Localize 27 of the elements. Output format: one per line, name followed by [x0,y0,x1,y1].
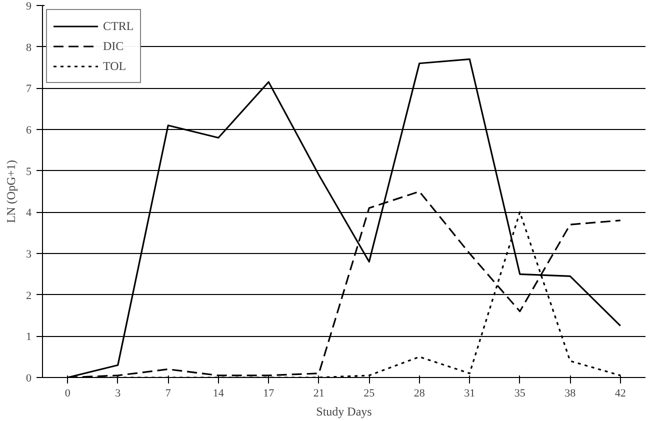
y-tick-label: 9 [26,0,32,12]
legend-label: TOL [103,58,126,74]
legend-label: DIC [103,38,124,54]
x-tick-label: 42 [614,388,626,400]
x-tick-label: 3 [115,388,122,400]
x-tick-label: 28 [414,388,426,400]
x-tick-label: 0 [64,388,71,400]
x-tick-label: 21 [313,388,324,400]
x-tick-label: 31 [464,388,476,400]
y-tick-label: 0 [26,372,32,384]
x-tick-label: 7 [165,388,172,400]
legend-label: CTRL [103,18,134,34]
x-tick-label: 35 [514,388,526,400]
x-axis-title: Study Days [316,404,372,418]
y-tick-label: 3 [26,248,32,260]
x-tick-label: 25 [364,388,376,400]
y-tick-label: 7 [26,83,32,96]
y-tick-label: 6 [26,124,32,136]
x-tick-label: 17 [263,388,275,400]
y-tick-label: 8 [26,42,32,54]
y-tick-label: 5 [26,166,32,178]
y-tick-label: 4 [26,207,32,220]
y-tick-label: 2 [26,290,32,302]
y-tick-label: 1 [26,331,32,344]
x-tick-label: 14 [212,388,224,400]
y-axis-title: LN (OpG+1) [4,160,18,224]
x-tick-label: 38 [564,388,576,400]
